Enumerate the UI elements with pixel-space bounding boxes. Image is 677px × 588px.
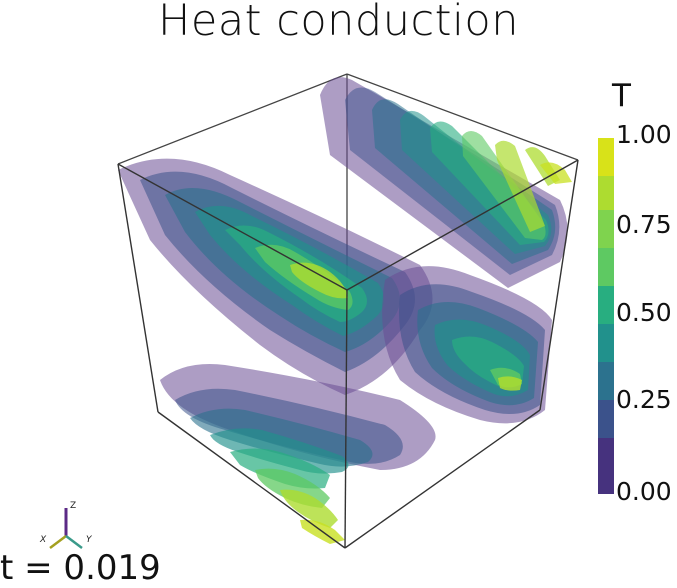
colorbar-band-0 <box>598 438 614 494</box>
isosurface-group-upper-right <box>320 77 572 288</box>
colorbar-tick-1.00: 1.00 <box>616 120 672 149</box>
time-label: t = 0.019 <box>0 548 161 588</box>
triad-y-label: Y <box>86 535 93 545</box>
isosurface-group-lower <box>160 364 436 544</box>
isosurface-group-right-middle <box>382 266 552 424</box>
colorbar-band-5 <box>598 248 614 286</box>
colorbar <box>598 138 614 494</box>
colorbar-band-3 <box>598 324 614 362</box>
colorbar-title: T <box>612 78 631 114</box>
triad-x-label: X <box>39 535 47 545</box>
cube-front-edges <box>117 159 579 549</box>
colorbar-band-2 <box>598 362 614 400</box>
colorbar-tick-0.75: 0.75 <box>616 210 672 239</box>
colorbar-band-7 <box>598 176 614 210</box>
colorbar-band-8 <box>598 138 614 176</box>
colorbar-tick-0.00: 0.00 <box>616 477 672 506</box>
colorbar-band-1 <box>598 400 614 438</box>
colorbar-tick-0.25: 0.25 <box>616 385 672 414</box>
axes-triad: Z X Y <box>39 501 93 549</box>
plot-title: Heat conduction <box>158 0 519 46</box>
colorbar-band-4 <box>598 286 614 324</box>
colorbar-band-6 <box>598 210 614 248</box>
triad-z-label: Z <box>70 501 76 511</box>
colorbar-tick-0.50: 0.50 <box>616 298 672 327</box>
